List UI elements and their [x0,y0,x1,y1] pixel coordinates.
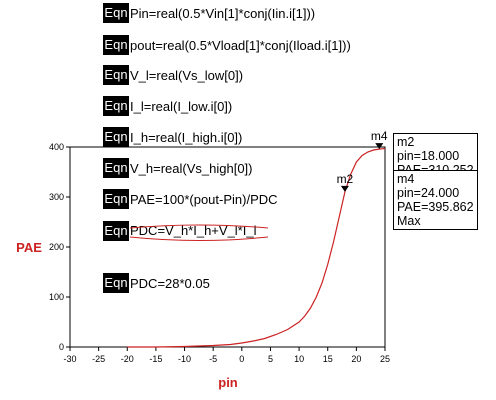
strike-through-icon [129,224,269,241]
x-axis-label: pin [218,375,238,390]
y-tick-label: 0 [59,342,64,352]
marker-y-value: PAE=395.862 [397,200,474,214]
y-tick-label: 400 [49,142,64,152]
x-tick-label: 0 [239,354,244,364]
axes: -30 -25 -20 -15 -10 -5 0 5 10 15 20 25 0 100 200 300 400 [49,142,390,364]
equation-pdc-disabled[interactable]: Eqn PDC=V_h*I_h+V_l*I_l [103,221,269,241]
eqn-tag: Eqn [103,273,129,293]
marker-triangle-m2 [340,185,349,192]
eqn-tag: Eqn [103,127,129,147]
equation-pin[interactable]: Eqn Pin=real(0.5*Vin[1]*conj(Iin.i[1])) [103,3,315,23]
x-tick-label: 10 [294,354,304,364]
marker-note: Max [397,214,421,228]
eqn-tag: Eqn [103,65,129,85]
eqn-tag: Eqn [103,189,129,209]
marker-name: m2 [397,135,415,149]
equation-pout[interactable]: Eqn pout=real(0.5*Vload[1]*conj(Iload.i[… [103,35,351,55]
x-tick-label: 25 [380,354,390,364]
equation-v-h[interactable]: Eqn V_h=real(Vs_high[0]) [103,158,253,178]
x-tick-label: 20 [351,354,361,364]
equation-pae[interactable]: Eqn PAE=100*(pout-Pin)/PDC [103,189,278,209]
equation-pdc[interactable]: Eqn PDC=28*0.05 [103,273,210,293]
x-tick-label: -10 [178,354,191,364]
equation-text: I_h=real(I_high.i[0]) [130,129,243,145]
x-tick-label: -20 [121,354,134,364]
x-tick-label: -25 [92,354,105,364]
pae-curve [127,147,386,348]
x-tick-label: 15 [323,354,333,364]
equation-text: PDC=28*0.05 [130,275,210,291]
y-axis-label: PAE [16,240,42,255]
marker-triangle-m4 [375,143,384,150]
equation-i-h[interactable]: Eqn I_h=real(I_high.i[0]) [103,127,242,147]
curve-layer [127,147,386,348]
x-tick-label: -15 [149,354,162,364]
equation-text: PAE=100*(pout-Pin)/PDC [130,191,278,207]
marker-name: m4 [397,172,415,186]
marker-x-value: pin=18.000 [397,149,460,163]
equation-text: pout=real(0.5*Vload[1]*conj(Iload.i[1])) [130,37,351,53]
marker-label-m4: m4 [371,129,388,143]
eqn-tag: Eqn [103,3,129,23]
eqn-tag: Eqn [103,158,129,178]
x-tick-label: -30 [63,354,76,364]
equation-text: V_h=real(Vs_high[0]) [130,160,253,176]
equation-text: I_l=real(I_low.i[0]) [130,98,233,114]
x-tick-label: 5 [268,354,273,364]
eqn-tag: Eqn [103,96,129,116]
x-tick-label: -5 [209,354,217,364]
equation-text: V_l=real(Vs_low[0]) [130,67,244,83]
marker-x-value: pin=24.000 [397,186,460,200]
marker-readout-m4[interactable]: m4 pin=24.000 PAE=395.862 Max [393,170,478,230]
disabled-equation-wrap: PDC=V_h*I_h+V_l*I_l [129,222,269,241]
y-tick-label: 100 [49,292,64,302]
eqn-tag: Eqn [103,221,129,241]
y-tick-label: 300 [49,192,64,202]
equation-i-l[interactable]: Eqn I_l=real(I_low.i[0]) [103,96,232,116]
equation-text: Pin=real(0.5*Vin[1]*conj(Iin.i[1])) [130,5,316,21]
equation-text: PDC=V_h*I_h+V_l*I_l [130,223,257,238]
y-tick-label: 200 [49,242,64,252]
marker-label-m2: m2 [337,172,354,186]
eqn-tag: Eqn [103,35,129,55]
marker-layer: m2 m4 [337,129,388,192]
equation-v-l[interactable]: Eqn V_l=real(Vs_low[0]) [103,65,243,85]
